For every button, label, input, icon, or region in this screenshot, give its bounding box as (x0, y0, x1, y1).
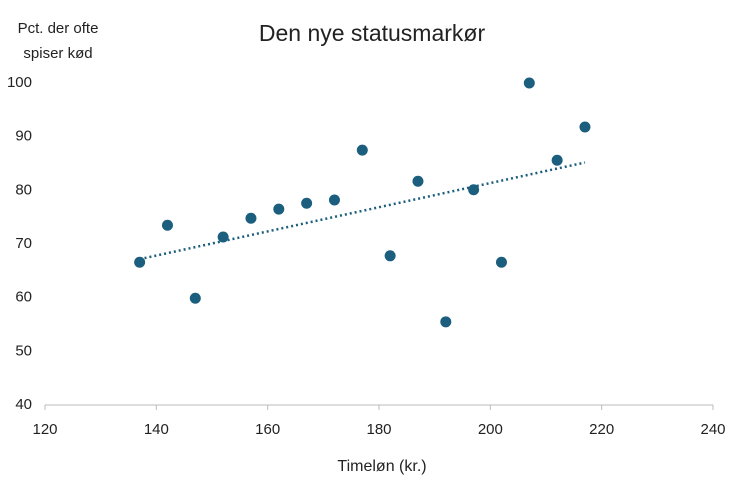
x-tick-label: 220 (589, 421, 614, 438)
y-tick-label: 60 (15, 289, 32, 306)
data-point (328, 194, 340, 206)
x-tick-label: 180 (366, 421, 391, 438)
x-tick-label: 140 (144, 421, 169, 438)
y-axis-title: spiser kød (23, 45, 92, 62)
y-tick-label: 100 (7, 74, 32, 91)
data-point (412, 175, 424, 187)
y-axis-title: Pct. der ofte (18, 20, 99, 37)
data-point (161, 219, 173, 231)
data-point (189, 292, 201, 304)
y-tick-label: 90 (15, 128, 32, 145)
trendline (139, 161, 586, 261)
data-point (495, 256, 507, 268)
y-tick-label: 50 (15, 342, 32, 359)
data-point (356, 144, 368, 156)
data-point (245, 212, 257, 224)
data-point (440, 316, 452, 328)
data-point (468, 184, 480, 196)
x-tick-label: 200 (478, 421, 503, 438)
y-tick-label: 70 (15, 235, 32, 252)
y-tick-label: 80 (15, 181, 32, 198)
chart-title: Den nye statusmarkør (259, 20, 486, 46)
x-tick-label: 120 (32, 421, 57, 438)
data-point (579, 121, 591, 133)
data-point (384, 250, 396, 262)
data-point (134, 256, 146, 268)
x-axis-title: Timeløn (kr.) (337, 458, 426, 475)
data-point (273, 203, 285, 215)
x-tick-label: 240 (700, 421, 725, 438)
data-point (301, 197, 313, 209)
data-point (523, 77, 535, 89)
data-point (551, 154, 563, 166)
y-tick-label: 40 (15, 396, 32, 413)
data-point (217, 231, 229, 243)
x-tick-label: 160 (255, 421, 280, 438)
